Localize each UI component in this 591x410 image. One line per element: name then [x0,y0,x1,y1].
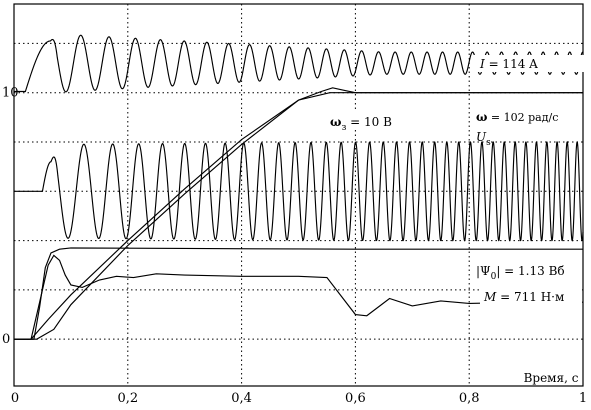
annotations: I = 114 A ωз = 10 В ω = 102 рад/с Us |Ψ0… [326,55,584,305]
x-axis-label: Время, с [524,371,579,385]
y-tick-label-1: 10 [2,86,19,101]
series-voltage [14,140,584,242]
x-tick-label-0: 0,2 [117,391,138,406]
x-tick-label-3: 0,8 [459,391,480,406]
series-torque [14,254,583,340]
annotation-omega-ref: ωз = 10 В [330,115,392,133]
annotation-voltage: Us [476,130,491,148]
series-omega [14,87,583,340]
x-tick-label-2: 0,6 [345,391,366,406]
series-flux [14,247,583,340]
plot-frame [13,3,584,387]
x-tick-label-4: 1 [579,391,587,406]
x-origin-label: 0 [11,391,19,406]
xlabel-box [522,369,580,385]
annotation-current: I = 114 A [479,57,538,71]
series-current [14,34,584,93]
annotation-torque: M = 711 Н·м [483,290,564,304]
y-tick-label-0: 0 [2,332,10,347]
x-tick-label-1: 0,4 [231,391,252,406]
traces [14,34,584,340]
annotation-omega: ω = 102 рад/с [476,110,558,124]
annotation-flux: |Ψ0| = 1.13 Вб [476,264,565,282]
grid [14,4,583,386]
series-omega_ref [14,92,583,340]
